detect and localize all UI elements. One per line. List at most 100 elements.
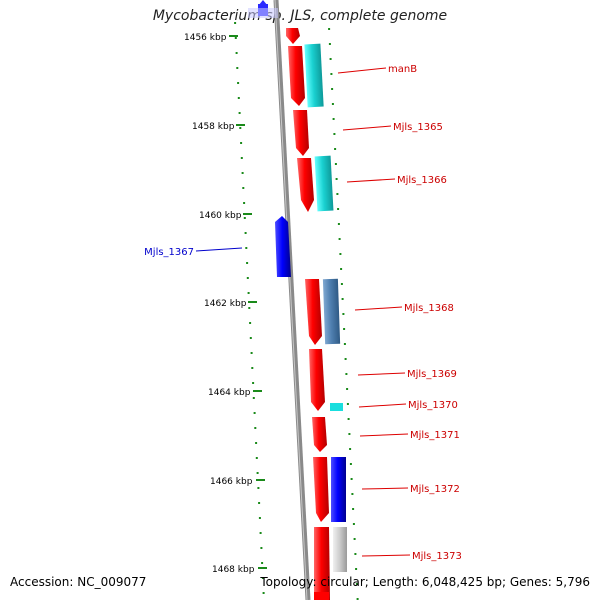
cog-box-1372: [331, 457, 346, 522]
inner-ring-dot: [333, 133, 336, 135]
inner-ring-dot: [334, 148, 337, 150]
ring-dot: [234, 22, 237, 24]
ring-dot: [254, 427, 257, 429]
cds-arrow-1373: [314, 527, 330, 600]
ring-dot: [255, 442, 258, 444]
inner-ring-dot: [344, 358, 347, 360]
cog-box-1370: [330, 403, 343, 411]
ring-dot: [246, 277, 249, 279]
leader-lines: [195, 67, 411, 557]
gene-label-mjls-1366: Mjls_1366: [397, 175, 447, 186]
inner-ring-dot: [328, 28, 331, 30]
ring-dot: [249, 322, 252, 324]
inner-ring-dot: [341, 298, 344, 300]
ring-dot: [261, 562, 264, 564]
cds-arrow-1366: [297, 158, 314, 212]
inner-ring-dot: [337, 223, 340, 225]
inner-ring-dot: [347, 418, 350, 420]
tick-marks: [229, 35, 267, 569]
ring-dot: [252, 397, 255, 399]
genome-backbone: [273, 0, 311, 600]
ring-dot: [240, 142, 243, 144]
inner-ring-dot: [337, 208, 340, 210]
ring-dot: [247, 292, 250, 294]
ring-dot: [252, 382, 255, 384]
cds-arrow-1371: [312, 417, 327, 452]
ring-dot: [250, 352, 253, 354]
ring-dot: [246, 262, 249, 264]
cog-box-1368: [322, 278, 341, 345]
ring-dot: [258, 502, 261, 504]
ring-dot: [261, 577, 264, 579]
ring-dot: [249, 337, 252, 339]
ring-dot: [260, 547, 263, 549]
inner-ring-dot: [328, 43, 331, 45]
inner-ring-dot: [339, 253, 342, 255]
inner-ring-dot: [351, 493, 354, 495]
ring-dot: [248, 307, 251, 309]
inner-ring-dot: [352, 523, 355, 525]
cds-arrow-1368: [305, 279, 322, 345]
ring-dot: [244, 232, 247, 234]
gene-label-mjls-1365: Mjls_1365: [393, 122, 443, 133]
inner-ring-dot: [348, 433, 351, 435]
inner-ring-dot: [340, 283, 343, 285]
cds-arrow-manB: [288, 46, 305, 106]
ring-dot: [238, 112, 241, 114]
inner-ring-dot: [349, 463, 352, 465]
ring-dot: [255, 457, 258, 459]
tick-label: 1468 kbp: [212, 565, 255, 575]
inner-ring-dot: [354, 553, 357, 555]
ring-dot: [251, 367, 254, 369]
tick-label: 1464 kbp: [208, 388, 251, 398]
gene-label-mjls-1372: Mjls_1372: [410, 484, 460, 495]
inner-ring-dot: [345, 373, 348, 375]
cds-arrow-bottom: [314, 592, 329, 600]
cog-box-1366: [314, 155, 334, 212]
ring-dot: [256, 472, 259, 474]
cds-arrow-1369: [309, 349, 325, 411]
inner-ring-dot: [334, 163, 337, 165]
inner-dot-ring: [328, 28, 359, 600]
inner-ring-dot: [352, 508, 355, 510]
ring-dot: [235, 52, 238, 54]
inner-ring-dot: [330, 73, 333, 75]
ring-dot: [259, 532, 262, 534]
inner-ring-dot: [331, 88, 334, 90]
ring-dot: [262, 592, 265, 594]
inner-ring-dot: [338, 238, 341, 240]
gene-label-mjls-1368: Mjls_1368: [404, 303, 454, 314]
ring-dot: [237, 82, 240, 84]
inner-ring-dot: [356, 598, 359, 600]
inner-ring-dot: [343, 343, 346, 345]
inner-ring-dot: [353, 538, 356, 540]
gene-label-mjls-1373: Mjls_1373: [412, 551, 462, 562]
ring-dot: [241, 172, 244, 174]
inner-ring-dot: [343, 328, 346, 330]
tick-label: 1462 kbp: [204, 299, 247, 309]
tick-label: 1466 kbp: [210, 477, 253, 487]
accession-text: Accession: NC_009077: [10, 575, 147, 589]
ring-dot: [243, 202, 246, 204]
ring-dot: [257, 487, 260, 489]
inner-ring-dot: [355, 583, 358, 585]
gene-label-mjls-1371: Mjls_1371: [410, 430, 460, 441]
gene-label-manB: manB: [388, 64, 417, 75]
top-feature-ghost: [248, 8, 278, 18]
ring-dot: [243, 217, 246, 219]
cog-box-1373: [333, 527, 347, 572]
ring-dot: [245, 247, 248, 249]
inner-ring-dot: [349, 448, 352, 450]
inner-ring-dot: [331, 103, 334, 105]
inner-ring-dot: [346, 388, 349, 390]
ring-dot: [242, 187, 245, 189]
gene-label-mjls-1370: Mjls_1370: [408, 400, 458, 411]
ring-dot: [240, 157, 243, 159]
ring-dot: [237, 97, 240, 99]
inner-ring-dot: [346, 403, 349, 405]
ring-dot: [258, 517, 261, 519]
genome-backbone-highlight: [274, 0, 308, 600]
genome-summary-text: Topology: circular; Length: 6,048,425 bp…: [260, 575, 590, 589]
ring-dot: [234, 37, 237, 39]
